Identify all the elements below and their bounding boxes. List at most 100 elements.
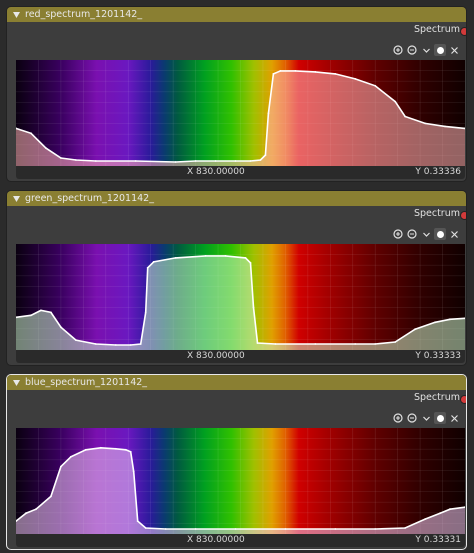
curve-control-point[interactable]	[174, 257, 177, 259]
curve-control-point[interactable]	[30, 132, 32, 135]
spectrum-node[interactable]: blue_spectrum_1201142_ Spectrum X 830.00…	[7, 375, 466, 549]
collapse-triangle-icon[interactable]	[13, 11, 20, 18]
curve-control-point[interactable]	[129, 344, 132, 346]
curve-control-point[interactable]	[354, 78, 357, 80]
curve-control-point[interactable]	[424, 518, 426, 520]
curve-control-point[interactable]	[139, 343, 142, 345]
curve-control-point[interactable]	[134, 160, 137, 162]
curve-control-point[interactable]	[259, 159, 262, 161]
chevron-down-icon[interactable]	[420, 228, 432, 240]
curve-control-point[interactable]	[132, 470, 135, 473]
spectrum-curve-editor[interactable]	[16, 60, 465, 166]
collapse-triangle-icon[interactable]	[13, 195, 20, 202]
chevron-down-icon[interactable]	[420, 412, 432, 424]
curve-control-point[interactable]	[50, 311, 52, 314]
spectrum-curve-canvas[interactable]	[16, 244, 465, 350]
curve-control-point[interactable]	[249, 262, 252, 264]
curve-control-point[interactable]	[40, 309, 42, 312]
curve-control-point[interactable]	[449, 508, 451, 511]
curve-control-point[interactable]	[25, 512, 27, 515]
curve-control-point[interactable]	[129, 450, 132, 453]
curve-control-point[interactable]	[152, 261, 155, 263]
close-icon[interactable]	[448, 412, 460, 424]
curve-control-point[interactable]	[194, 160, 197, 162]
curve-control-point[interactable]	[16, 127, 17, 130]
curve-control-point[interactable]	[174, 161, 177, 163]
curve-control-point[interactable]	[404, 527, 406, 529]
collapse-triangle-icon[interactable]	[13, 379, 20, 386]
clip-toggle-icon[interactable]	[434, 228, 446, 240]
curve-control-point[interactable]	[114, 447, 117, 450]
spectrum-curve-editor[interactable]	[16, 428, 465, 534]
curve-control-point[interactable]	[374, 84, 377, 87]
curve-control-point[interactable]	[35, 508, 37, 511]
curve-control-point[interactable]	[144, 527, 147, 529]
curve-control-point[interactable]	[146, 266, 149, 269]
curve-control-point[interactable]	[267, 112, 270, 115]
spectrum-curve-editor[interactable]	[16, 244, 465, 350]
curve-control-point[interactable]	[234, 528, 237, 530]
curve-control-point[interactable]	[50, 495, 52, 498]
chevron-down-icon[interactable]	[420, 44, 432, 56]
output-socket[interactable]	[460, 395, 466, 404]
curve-control-point[interactable]	[45, 147, 47, 149]
clip-toggle-icon[interactable]	[434, 412, 446, 424]
node-header[interactable]: green_spectrum_1201142_	[7, 191, 466, 206]
output-socket[interactable]	[460, 27, 466, 36]
curve-control-point[interactable]	[449, 318, 451, 321]
curve-control-point[interactable]	[164, 528, 167, 530]
curve-control-point[interactable]	[94, 343, 97, 345]
zoom-out-icon[interactable]	[406, 412, 418, 424]
curve-control-point[interactable]	[60, 465, 62, 468]
zoom-in-icon[interactable]	[392, 412, 404, 424]
curve-control-point[interactable]	[294, 70, 297, 72]
curve-control-point[interactable]	[114, 344, 117, 346]
curve-control-point[interactable]	[264, 154, 267, 156]
curve-control-point[interactable]	[464, 127, 465, 130]
curve-control-point[interactable]	[204, 255, 207, 257]
curve-control-point[interactable]	[94, 160, 97, 162]
curve-control-point[interactable]	[314, 343, 317, 345]
curve-control-point[interactable]	[16, 520, 17, 522]
spectrum-node[interactable]: green_spectrum_1201142_ Spectrum X 830.0…	[7, 191, 466, 365]
close-icon[interactable]	[448, 228, 460, 240]
curve-control-point[interactable]	[404, 115, 406, 118]
curve-control-point[interactable]	[70, 455, 72, 458]
curve-control-point[interactable]	[439, 512, 441, 515]
clip-toggle-icon[interactable]	[434, 44, 446, 56]
curve-control-point[interactable]	[444, 125, 446, 128]
curve-control-point[interactable]	[124, 448, 127, 451]
spectrum-node[interactable]: red_spectrum_1201142_ Spectrum X 830.000…	[7, 7, 466, 181]
curve-control-point[interactable]	[272, 73, 275, 75]
curve-control-point[interactable]	[194, 528, 197, 530]
curve-control-point[interactable]	[249, 160, 252, 162]
curve-control-point[interactable]	[224, 255, 227, 257]
zoom-in-icon[interactable]	[392, 228, 404, 240]
curve-control-point[interactable]	[234, 160, 237, 162]
curve-control-point[interactable]	[394, 100, 397, 103]
curve-control-point[interactable]	[252, 306, 255, 309]
curve-control-point[interactable]	[374, 528, 377, 530]
curve-control-point[interactable]	[99, 446, 102, 449]
curve-control-point[interactable]	[334, 73, 337, 75]
curve-control-point[interactable]	[214, 160, 217, 162]
curve-control-point[interactable]	[60, 157, 62, 159]
spectrum-curve-canvas[interactable]	[16, 428, 465, 534]
curve-control-point[interactable]	[274, 343, 277, 345]
spectrum-curve-canvas[interactable]	[16, 60, 465, 166]
curve-control-point[interactable]	[334, 528, 337, 530]
close-icon[interactable]	[448, 44, 460, 56]
curve-control-point[interactable]	[60, 326, 62, 329]
curve-control-point[interactable]	[314, 71, 317, 73]
zoom-out-icon[interactable]	[406, 44, 418, 56]
curve-control-point[interactable]	[16, 316, 17, 319]
curve-control-point[interactable]	[464, 317, 465, 320]
curve-control-point[interactable]	[30, 314, 32, 317]
curve-control-point[interactable]	[374, 343, 377, 345]
curve-control-point[interactable]	[354, 343, 357, 345]
node-header[interactable]: red_spectrum_1201142_	[7, 7, 466, 22]
curve-control-point[interactable]	[284, 528, 287, 530]
node-header[interactable]: blue_spectrum_1201142_	[7, 375, 466, 390]
zoom-in-icon[interactable]	[392, 44, 404, 56]
curve-control-point[interactable]	[279, 70, 282, 72]
